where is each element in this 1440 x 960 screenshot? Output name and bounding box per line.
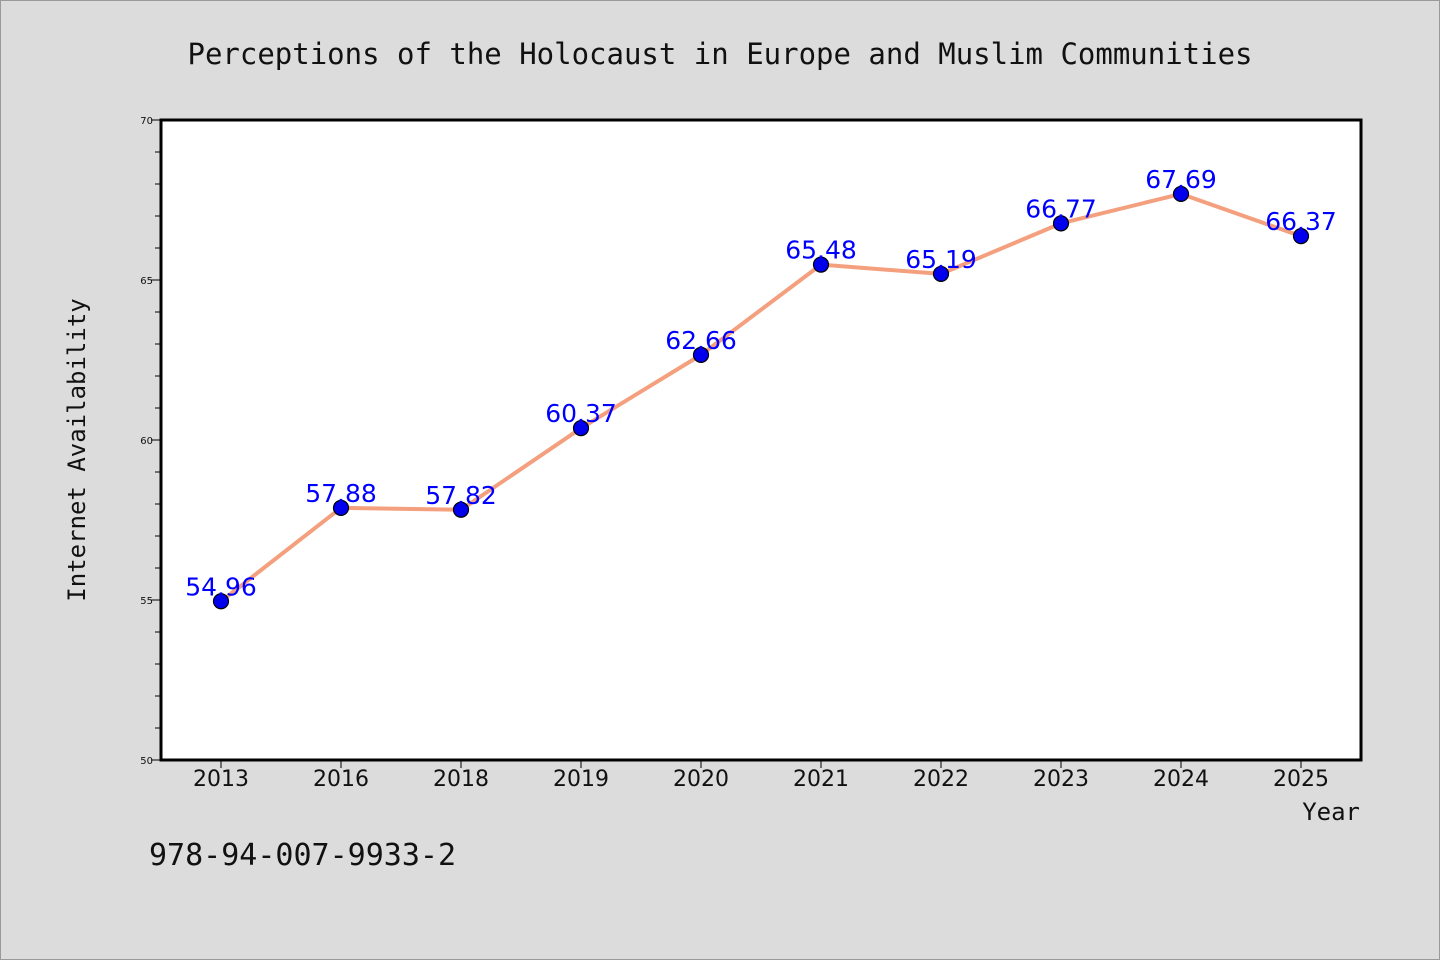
data-label: 66.37 xyxy=(1265,207,1337,236)
y-axis-label: Internet Availability xyxy=(63,298,91,601)
x-tick-label: 2020 xyxy=(673,767,729,792)
y-tick-label: 60 xyxy=(140,436,153,447)
x-tick-label: 2025 xyxy=(1273,767,1329,792)
data-label: 65.48 xyxy=(785,236,857,265)
x-tick-label: 2013 xyxy=(193,767,249,792)
data-label: 57.88 xyxy=(305,479,377,508)
y-tick-label: 55 xyxy=(140,596,153,607)
series-line xyxy=(219,191,1303,604)
x-tick-label: 2018 xyxy=(433,767,489,792)
chart-title: Perceptions of the Holocaust in Europe a… xyxy=(187,37,1252,71)
plot-area xyxy=(159,118,1363,762)
x-tick-label: 2021 xyxy=(793,767,849,792)
data-label: 67.69 xyxy=(1145,165,1217,194)
x-axis: 2013 2016 2018 2019 2020 2021 2022 2023 2024 2025 xyxy=(193,760,1329,792)
data-markers xyxy=(212,185,1310,610)
y-tick-label: 65 xyxy=(140,276,153,287)
data-label: 65.19 xyxy=(905,245,977,274)
data-label: 66.77 xyxy=(1025,194,1097,223)
x-tick-label: 2024 xyxy=(1153,767,1209,792)
x-tick-label: 2023 xyxy=(1033,767,1089,792)
data-point-marker xyxy=(1172,185,1190,203)
y-tick-label: 70 xyxy=(140,116,153,127)
x-tick-label: 2019 xyxy=(553,767,609,792)
data-point-marker xyxy=(812,256,830,273)
y-axis: 50 55 60 65 70 xyxy=(140,116,161,767)
data-point-marker xyxy=(452,501,470,518)
data-point-marker xyxy=(692,346,710,363)
data-point-marker xyxy=(332,499,350,516)
x-tick-label: 2016 xyxy=(313,767,369,792)
y-tick-label: 50 xyxy=(140,756,153,767)
data-label: 62.66 xyxy=(665,326,737,355)
x-tick-label: 2022 xyxy=(913,767,969,792)
data-label: 57.82 xyxy=(425,481,497,510)
data-point-marker xyxy=(1292,228,1310,245)
data-label: 60.37 xyxy=(545,399,617,428)
data-point-marker xyxy=(1052,215,1070,232)
data-label: 54.96 xyxy=(185,572,257,601)
data-point-marker xyxy=(932,265,950,283)
data-point-marker xyxy=(212,593,230,610)
x-axis-label: Year xyxy=(1302,798,1360,826)
data-point-marker xyxy=(572,420,590,437)
isbn-text: 978-94-007-9933-2 xyxy=(149,838,456,873)
data-labels: 54.96 57.88 57.82 60.37 62.66 65.48 65.19 66.77… xyxy=(185,165,1337,601)
